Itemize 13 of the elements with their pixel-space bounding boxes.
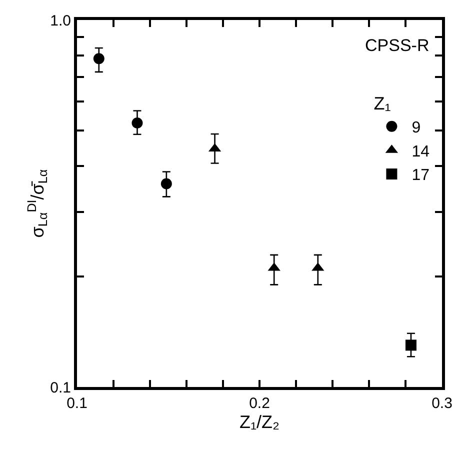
x-tick-label: 0.3 — [432, 395, 452, 412]
y-tick-label: 1.0 — [50, 12, 71, 30]
legend-label: 17 — [412, 167, 430, 184]
point — [132, 118, 143, 129]
point — [93, 53, 104, 64]
legend-label: 14 — [412, 143, 430, 160]
x-axis-title: Z₁/Z₂ — [239, 412, 280, 432]
legend-title: Z₁ — [374, 93, 391, 114]
legend-label: 9 — [412, 120, 421, 137]
x-tick-label: 0.2 — [249, 395, 270, 412]
x-tick-label: 0.1 — [66, 395, 88, 412]
annotation: CPSS-R — [365, 36, 430, 55]
point — [160, 178, 172, 190]
